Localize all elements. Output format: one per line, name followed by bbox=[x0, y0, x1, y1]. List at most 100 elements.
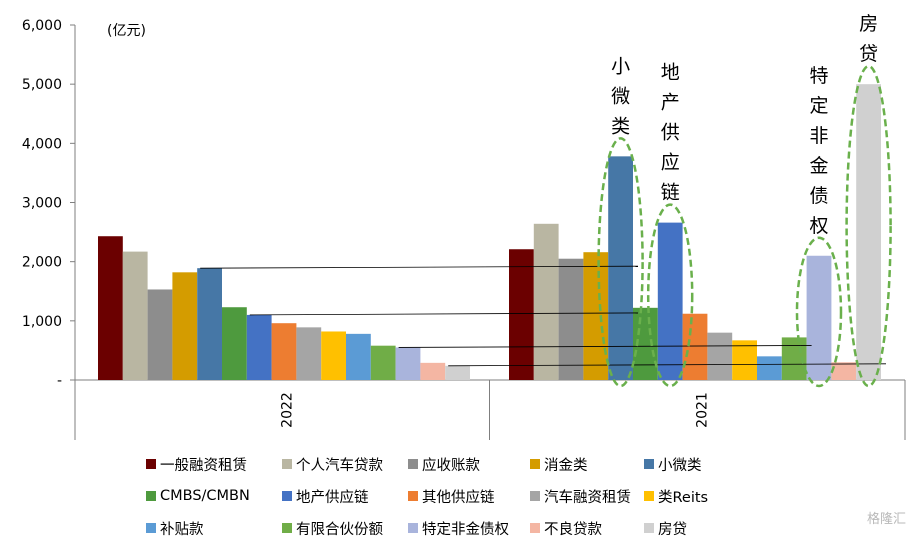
y-tick-label: - bbox=[57, 373, 62, 389]
bar bbox=[395, 347, 421, 380]
bar bbox=[246, 314, 272, 380]
legend-item: 特定非金债权 bbox=[408, 518, 509, 538]
legend-label: 特定非金债权 bbox=[422, 521, 509, 538]
legend-item: 个人汽车贷款 bbox=[282, 454, 383, 474]
legend-swatch bbox=[530, 491, 540, 501]
legend-item: 汽车融资租赁 bbox=[530, 486, 631, 506]
legend-label: 小微类 bbox=[658, 457, 702, 474]
legend-item: 其他供应链 bbox=[408, 486, 495, 506]
bar bbox=[420, 362, 446, 380]
comparison-line bbox=[249, 312, 639, 316]
legend-label: 应收账款 bbox=[422, 457, 480, 474]
comparison-line bbox=[200, 265, 639, 269]
legend-swatch bbox=[282, 459, 292, 469]
legend-swatch bbox=[644, 491, 654, 501]
bar bbox=[370, 345, 396, 380]
bar bbox=[445, 365, 470, 380]
watermark: 格隆汇 bbox=[867, 508, 906, 527]
x-category-label: 2021 bbox=[694, 392, 710, 428]
annotation-label: 地产供应链 bbox=[661, 62, 680, 204]
legend-row: CMBS/CMBN 地产供应链 其他供应链 汽车融资租赁 类Reits bbox=[146, 480, 786, 512]
legend-item: 消金类 bbox=[530, 454, 588, 474]
bar bbox=[197, 268, 222, 380]
legend-swatch bbox=[530, 459, 540, 469]
legend-label: 补贴款 bbox=[160, 521, 204, 538]
bar bbox=[147, 289, 173, 380]
bar bbox=[271, 323, 297, 380]
legend-item: 房贷 bbox=[644, 518, 687, 538]
annotation-ellipse bbox=[646, 203, 694, 388]
watermark-text: 格隆汇 bbox=[866, 512, 906, 527]
bar bbox=[98, 236, 123, 380]
legend-swatch bbox=[282, 491, 292, 501]
legend-label: 消金类 bbox=[544, 457, 588, 474]
bar bbox=[682, 313, 708, 380]
bar bbox=[657, 222, 683, 380]
legend-swatch bbox=[644, 459, 654, 469]
bar bbox=[806, 255, 832, 380]
legend-item: 小微类 bbox=[644, 454, 702, 474]
unit-label: (亿元) bbox=[107, 23, 146, 39]
annotation-label: 小微类 bbox=[611, 55, 630, 137]
bar bbox=[757, 356, 782, 380]
bar bbox=[583, 252, 609, 380]
legend-label: 类Reits bbox=[658, 489, 709, 506]
comparison-line bbox=[448, 363, 887, 367]
legend-label: 有限合伙份额 bbox=[296, 521, 383, 538]
legend: 一般融资租赁 个人汽车贷款 应收账款 消金类 小微类 CMBS/CMBN 地产供应链 其他供应… bbox=[146, 448, 786, 544]
legend-swatch bbox=[530, 523, 540, 533]
y-tick-label: 1,000 bbox=[22, 314, 62, 330]
annotation-ellipse bbox=[845, 64, 892, 388]
y-tick-label: 4,000 bbox=[22, 136, 62, 152]
bar bbox=[122, 251, 148, 380]
comparison-line bbox=[398, 345, 812, 348]
legend-swatch bbox=[644, 523, 654, 533]
legend-label: 房贷 bbox=[658, 521, 687, 538]
y-tick-label: 5,000 bbox=[22, 77, 62, 93]
legend-item: 类Reits bbox=[644, 486, 708, 506]
legend-row: 补贴款 有限合伙份额 特定非金债权 不良贷款 房贷 bbox=[146, 512, 786, 544]
x-category-label: 2022 bbox=[279, 392, 295, 428]
bar bbox=[222, 307, 247, 380]
bar bbox=[172, 272, 198, 380]
legend-swatch bbox=[408, 523, 418, 533]
legend-swatch bbox=[282, 523, 292, 533]
legend-item: 补贴款 bbox=[146, 518, 204, 538]
bar bbox=[321, 331, 346, 380]
bar bbox=[558, 258, 584, 380]
legend-item: 一般融资租赁 bbox=[146, 454, 247, 474]
y-tick-label: 2,000 bbox=[22, 255, 62, 271]
legend-item: CMBS/CMBN bbox=[146, 486, 250, 506]
legend-label: CMBS/CMBN bbox=[160, 488, 250, 504]
legend-item: 不良贷款 bbox=[530, 518, 602, 538]
legend-swatch bbox=[408, 491, 418, 501]
legend-item: 地产供应链 bbox=[282, 486, 369, 506]
y-tick-label: 3,000 bbox=[22, 196, 62, 212]
bar bbox=[732, 340, 757, 380]
legend-label: 个人汽车贷款 bbox=[296, 457, 383, 474]
bar bbox=[296, 327, 322, 380]
legend-swatch bbox=[146, 491, 156, 501]
y-tick-label: 6,000 bbox=[22, 18, 62, 34]
bar bbox=[533, 223, 559, 380]
legend-row: 一般融资租赁 个人汽车贷款 应收账款 消金类 小微类 bbox=[146, 448, 786, 480]
legend-item: 有限合伙份额 bbox=[282, 518, 383, 538]
legend-swatch bbox=[146, 523, 156, 533]
annotation-ellipse bbox=[597, 137, 644, 388]
bar bbox=[856, 84, 881, 381]
bar bbox=[346, 333, 371, 380]
legend-label: 地产供应链 bbox=[296, 489, 369, 506]
legend-label: 不良贷款 bbox=[544, 521, 602, 538]
legend-swatch bbox=[146, 459, 156, 469]
legend-item: 应收账款 bbox=[408, 454, 480, 474]
legend-label: 其他供应链 bbox=[422, 489, 495, 506]
bar bbox=[509, 249, 534, 380]
annotation-label: 特定非金债权 bbox=[809, 65, 828, 237]
annotation-label: 房贷 bbox=[859, 13, 878, 65]
annotation-ellipse bbox=[795, 236, 843, 388]
legend-label: 一般融资租赁 bbox=[160, 457, 247, 474]
bar bbox=[831, 362, 857, 380]
bar bbox=[707, 332, 733, 380]
legend-label: 汽车融资租赁 bbox=[544, 489, 631, 506]
